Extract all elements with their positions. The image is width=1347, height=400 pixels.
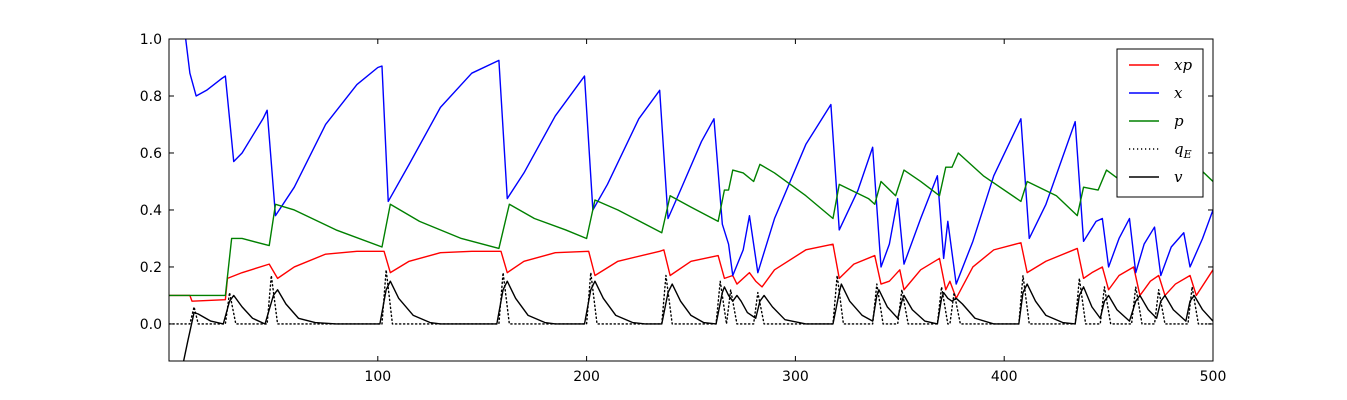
- x-tick-label: 500: [1200, 369, 1227, 385]
- series-line-x: [185, 39, 1213, 285]
- series-layer: [169, 39, 1213, 361]
- legend-label: p: [1174, 112, 1184, 130]
- x-tick-label: 100: [364, 369, 391, 385]
- axis-ticks: 100 200 300 400 500 0.0 0.2 0.4 0.6 0.8 1.0: [140, 32, 1227, 385]
- legend-label: xp: [1174, 56, 1192, 74]
- y-tick-label: 0.2: [140, 260, 162, 276]
- y-tick-label: 0.4: [140, 203, 162, 219]
- legend-box: [1116, 48, 1204, 198]
- series-line-p: [169, 152, 1213, 297]
- y-tick-label: 0.0: [140, 317, 162, 333]
- legend-label: x: [1174, 84, 1183, 102]
- series-line-xp: [169, 242, 1213, 302]
- y-tick-label: 1.0: [140, 32, 162, 48]
- series-line-v: [182, 280, 1213, 361]
- x-tick-label: 200: [573, 369, 600, 385]
- plot-frame: [168, 38, 1214, 362]
- plot-area-background: [169, 39, 1213, 361]
- y-tick-label: 0.6: [140, 146, 162, 162]
- y-tick-label: 0.8: [140, 89, 162, 105]
- legend-label: v: [1174, 168, 1183, 186]
- x-tick-label: 300: [782, 369, 809, 385]
- x-tick-label: 400: [991, 369, 1018, 385]
